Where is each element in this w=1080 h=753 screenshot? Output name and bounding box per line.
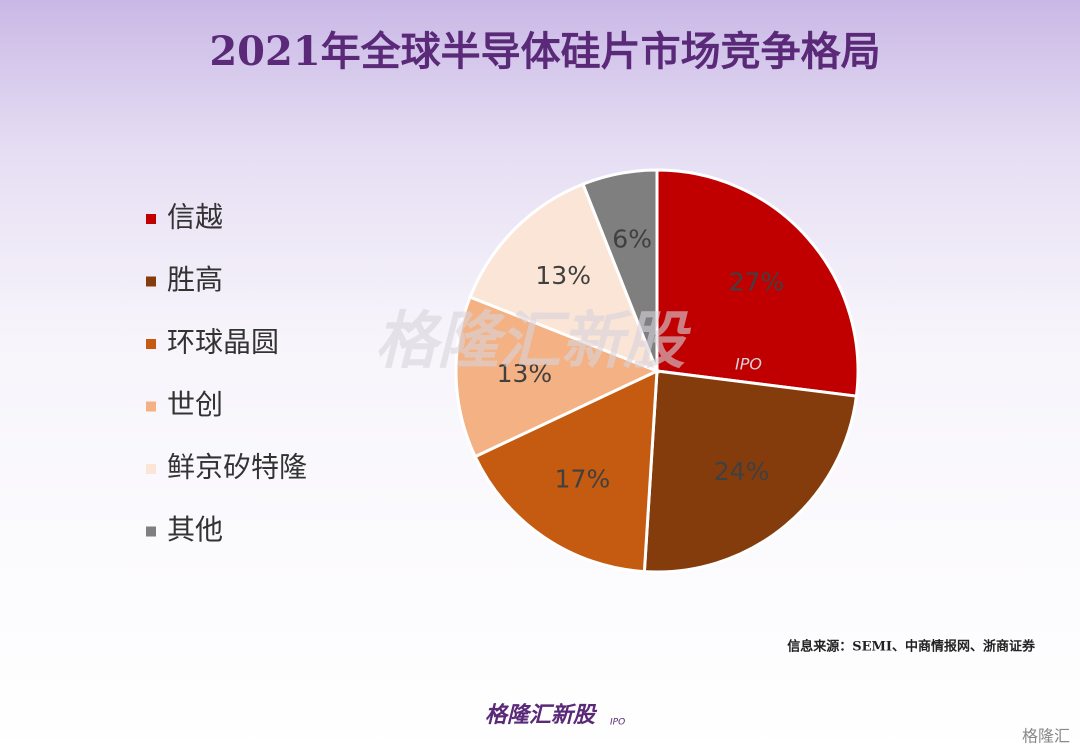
source-note: 信息来源：SEMI、中商情报网、浙商证券: [787, 639, 1036, 655]
legend-marker: [146, 339, 156, 349]
watermark-sub: IPO: [735, 355, 762, 374]
pie-slice: [655, 168, 860, 398]
pie-slice: [454, 295, 661, 459]
data-label: 13%: [497, 359, 553, 388]
pie-slice: [642, 369, 859, 574]
legend-marker: [146, 526, 156, 537]
legend-label: 胜高: [167, 263, 223, 296]
legend-label: 世创: [167, 388, 223, 421]
legend-marker: [146, 276, 156, 287]
legend-label: 鲜京矽特隆: [167, 451, 307, 484]
legend-marker: [146, 214, 156, 224]
data-label: 17%: [555, 465, 611, 494]
legend-marker: [146, 401, 156, 412]
data-label: 24%: [714, 457, 770, 486]
chart-title: 2021年全球半导体硅片市场竞争格局: [209, 28, 880, 75]
corner-logo: 格隆汇: [1022, 727, 1070, 746]
legend-marker: [146, 464, 156, 474]
watermark: 格隆汇新股: [375, 304, 692, 377]
pie-slice: [468, 182, 660, 374]
data-label: 13%: [535, 261, 591, 290]
legend-label: 环球晶圆: [167, 326, 279, 359]
legend-label: 其他: [167, 513, 223, 546]
data-label: 6%: [612, 225, 652, 254]
pie-slice: [581, 168, 659, 372]
pie-slice: [473, 368, 659, 574]
data-label: 27%: [729, 267, 785, 296]
legend-label: 信越: [167, 201, 223, 234]
footer-logo: 格隆汇新股: [485, 702, 598, 728]
pie: 27% 24% 17% 13% 13% 6%: [454, 168, 860, 574]
footer-logo-sub: IPO: [610, 718, 625, 728]
